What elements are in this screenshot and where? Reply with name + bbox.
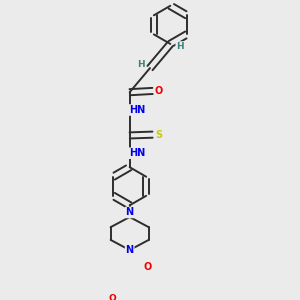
Text: S: S [155, 130, 163, 140]
Text: HN: HN [129, 148, 145, 158]
Text: O: O [109, 294, 117, 300]
Text: HN: HN [129, 105, 145, 115]
Text: O: O [143, 262, 152, 272]
Text: H: H [137, 60, 145, 69]
Text: H: H [176, 42, 184, 51]
Text: O: O [155, 86, 163, 96]
Text: N: N [126, 245, 134, 255]
Text: N: N [126, 207, 134, 218]
